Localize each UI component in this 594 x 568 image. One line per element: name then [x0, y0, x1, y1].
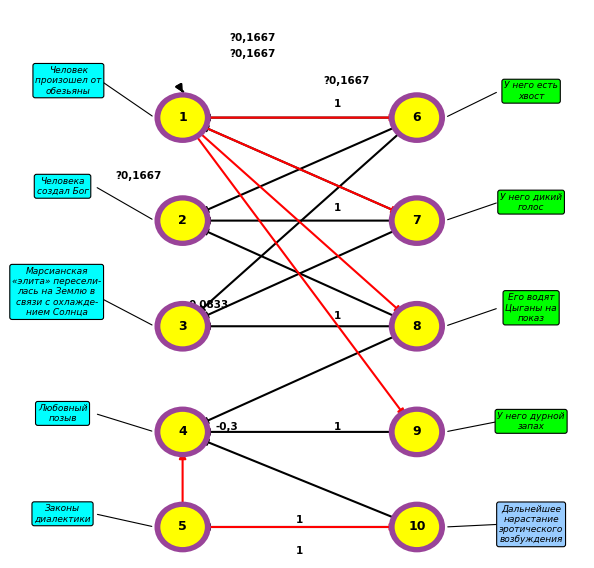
Circle shape: [394, 98, 439, 137]
Text: -0,3: -0,3: [215, 421, 238, 432]
Text: 1: 1: [296, 546, 304, 556]
Text: Человек
произошел от
обезьяны: Человек произошел от обезьяны: [35, 66, 102, 95]
Text: У него есть
хвост: У него есть хвост: [504, 81, 558, 101]
Text: 10: 10: [408, 520, 426, 533]
Text: ?0,1667: ?0,1667: [323, 76, 369, 86]
Text: 9: 9: [413, 425, 421, 438]
Text: 2: 2: [178, 214, 187, 227]
Circle shape: [394, 412, 439, 452]
Text: У него дикий
голос: У него дикий голос: [500, 193, 562, 212]
Circle shape: [394, 507, 439, 547]
Text: Его водят
Цыганы на
показ: Его водят Цыганы на показ: [505, 293, 557, 323]
Circle shape: [394, 306, 439, 346]
Text: 1: 1: [334, 421, 341, 432]
Text: 0,0833: 0,0833: [188, 300, 229, 310]
Text: 1: 1: [178, 111, 187, 124]
Text: У него дурной
запах: У него дурной запах: [497, 412, 565, 431]
Circle shape: [394, 201, 439, 241]
Text: ?0,1667: ?0,1667: [115, 171, 162, 181]
Circle shape: [154, 407, 211, 457]
Circle shape: [154, 195, 211, 246]
Circle shape: [389, 407, 445, 457]
Circle shape: [160, 201, 205, 241]
Text: Любовный
позыв: Любовный позыв: [38, 404, 87, 423]
Circle shape: [154, 92, 211, 143]
Text: 8: 8: [413, 320, 421, 333]
Text: 5: 5: [178, 520, 187, 533]
Circle shape: [160, 98, 205, 137]
Text: 6: 6: [413, 111, 421, 124]
Text: Марсианская
«элита» пересели-
лась на Землю в
связи с охлажде-
нием Солнца: Марсианская «элита» пересели- лась на Зе…: [12, 266, 102, 317]
Circle shape: [389, 195, 445, 246]
Text: 7: 7: [412, 214, 421, 227]
Text: 1: 1: [334, 311, 341, 321]
Text: ?0,1667: ?0,1667: [230, 34, 276, 43]
Text: 4: 4: [178, 425, 187, 438]
Text: 1: 1: [296, 515, 304, 525]
Circle shape: [154, 301, 211, 352]
Text: Законы
диалектики: Законы диалектики: [34, 504, 91, 524]
Circle shape: [389, 301, 445, 352]
Circle shape: [154, 502, 211, 552]
Text: ?0,1667: ?0,1667: [230, 49, 276, 59]
Circle shape: [389, 502, 445, 552]
Circle shape: [389, 92, 445, 143]
Text: Человека
создал Бог: Человека создал Бог: [36, 177, 89, 196]
Circle shape: [160, 412, 205, 452]
Text: 3: 3: [178, 320, 187, 333]
Text: Дальнейшее
нарастание
эротического
возбуждения: Дальнейшее нарастание эротического возбу…: [499, 504, 563, 545]
Circle shape: [160, 306, 205, 346]
Text: 1: 1: [334, 99, 341, 110]
Circle shape: [160, 507, 205, 547]
Text: 1: 1: [334, 203, 341, 214]
